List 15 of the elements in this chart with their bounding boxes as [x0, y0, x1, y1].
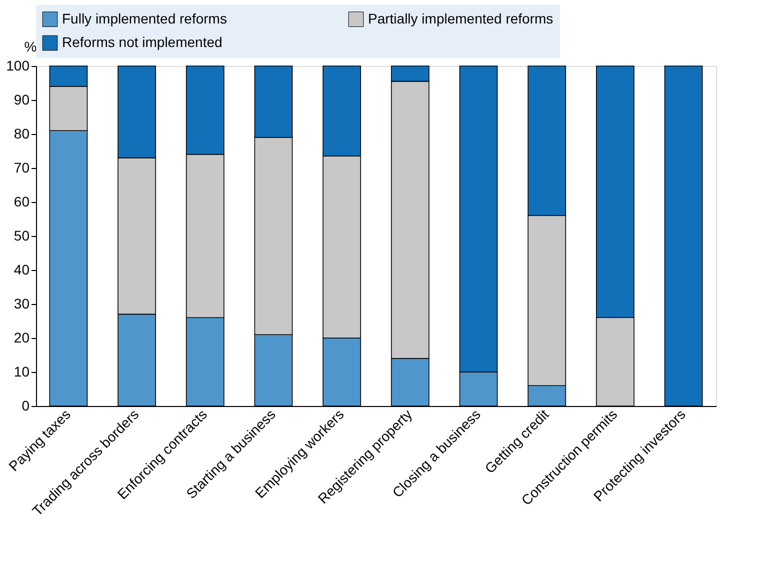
legend-label: Reforms not implemented: [62, 34, 222, 50]
y-tick-label: 90: [14, 92, 30, 108]
legend-label: Fully implemented reforms: [62, 10, 227, 26]
y-tick-label: 80: [14, 126, 30, 142]
y-tick-label: 50: [14, 228, 30, 244]
y-tick-label: 0: [22, 398, 30, 414]
y-axis-title: %: [24, 38, 37, 54]
y-tick-label: 60: [14, 194, 30, 210]
y-tick-label: 20: [14, 330, 30, 346]
y-tick-label: 10: [14, 364, 30, 380]
y-tick-label: 100: [6, 58, 30, 74]
y-tick-label: 70: [14, 160, 30, 176]
legend-label: Partially implemented reforms: [368, 10, 554, 26]
y-tick-label: 40: [14, 262, 30, 278]
y-tick-label: 30: [14, 296, 30, 312]
